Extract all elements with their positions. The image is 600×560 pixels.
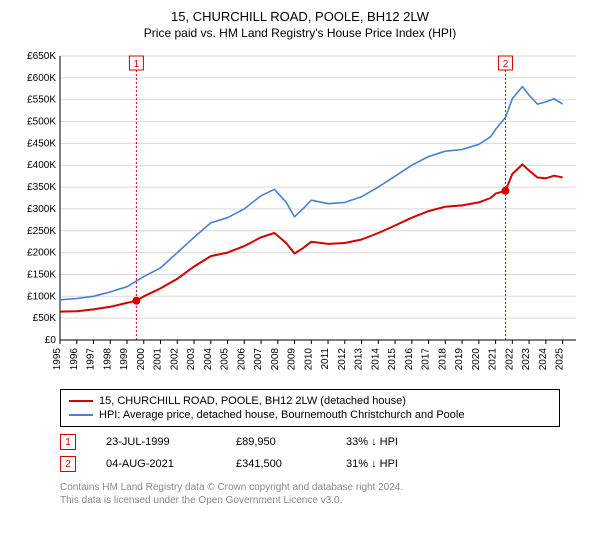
sale-price: £89,950 — [236, 436, 316, 448]
sale-marker: 2 — [60, 456, 76, 472]
chart-svg: £0 £50K £100K £150K £200K £250K £300K £350K £400… — [10, 48, 590, 378]
svg-text:£500K: £500K — [27, 117, 56, 128]
svg-text:1: 1 — [134, 59, 140, 70]
legend-label: HPI: Average price, detached house, Bour… — [99, 409, 464, 421]
svg-text:2014: 2014 — [370, 348, 381, 371]
svg-text:£650K: £650K — [27, 51, 56, 62]
svg-text:£450K: £450K — [27, 139, 56, 150]
svg-text:£600K: £600K — [27, 73, 56, 84]
chart: £0 £50K £100K £150K £200K £250K £300K £350K £400… — [10, 48, 590, 383]
legend-item: HPI: Average price, detached house, Bour… — [69, 408, 551, 422]
legend-swatch — [69, 414, 93, 416]
svg-text:1995: 1995 — [52, 348, 63, 371]
svg-text:2000: 2000 — [136, 348, 147, 371]
svg-text:£300K: £300K — [27, 204, 56, 215]
svg-text:2001: 2001 — [153, 348, 164, 371]
svg-text:1999: 1999 — [119, 348, 130, 371]
svg-text:£0: £0 — [45, 335, 57, 346]
svg-text:2002: 2002 — [169, 348, 180, 371]
svg-text:2005: 2005 — [220, 348, 231, 371]
sale-date: 04-AUG-2021 — [106, 458, 206, 470]
page-subtitle: Price paid vs. HM Land Registry's House … — [10, 26, 590, 40]
footer: Contains HM Land Registry data © Crown c… — [60, 481, 590, 507]
svg-text:2010: 2010 — [303, 348, 314, 371]
sale-delta: 31% ↓ HPI — [346, 458, 398, 470]
svg-text:2018: 2018 — [437, 348, 448, 371]
svg-text:£150K: £150K — [27, 270, 56, 281]
svg-text:2015: 2015 — [387, 348, 398, 371]
svg-text:£400K: £400K — [27, 160, 56, 171]
svg-text:2006: 2006 — [236, 348, 247, 371]
legend-item: 15, CHURCHILL ROAD, POOLE, BH12 2LW (det… — [69, 394, 551, 408]
svg-text:2021: 2021 — [488, 348, 499, 371]
svg-text:2007: 2007 — [253, 348, 264, 371]
svg-text:1996: 1996 — [69, 348, 80, 371]
sale-date: 23-JUL-1999 — [106, 436, 206, 448]
svg-text:2022: 2022 — [504, 348, 515, 371]
svg-text:2020: 2020 — [471, 348, 482, 371]
svg-text:2013: 2013 — [354, 348, 365, 371]
svg-text:2023: 2023 — [521, 348, 532, 371]
svg-text:2: 2 — [503, 59, 509, 70]
svg-text:2019: 2019 — [454, 348, 465, 371]
svg-text:2008: 2008 — [270, 348, 281, 371]
svg-text:£50K: £50K — [33, 313, 57, 324]
sales-table: 1 23-JUL-1999 £89,950 33% ↓ HPI 2 04-AUG-2021… — [60, 431, 590, 475]
svg-text:2009: 2009 — [287, 348, 298, 371]
footer-line: Contains HM Land Registry data © Crown c… — [60, 481, 590, 494]
svg-text:2024: 2024 — [538, 348, 549, 371]
svg-text:1997: 1997 — [86, 348, 97, 371]
svg-text:2004: 2004 — [203, 348, 214, 371]
svg-text:1998: 1998 — [102, 348, 113, 371]
svg-text:2003: 2003 — [186, 348, 197, 371]
legend-swatch — [69, 400, 93, 402]
svg-text:£250K: £250K — [27, 226, 56, 237]
svg-text:2016: 2016 — [404, 348, 415, 371]
legend: 15, CHURCHILL ROAD, POOLE, BH12 2LW (det… — [60, 389, 560, 427]
page-title: 15, CHURCHILL ROAD, POOLE, BH12 2LW — [10, 8, 590, 26]
svg-text:£100K: £100K — [27, 291, 56, 302]
sale-marker: 1 — [60, 434, 76, 450]
sale-delta: 33% ↓ HPI — [346, 436, 398, 448]
svg-text:£350K: £350K — [27, 182, 56, 193]
sale-row: 1 23-JUL-1999 £89,950 33% ↓ HPI — [60, 431, 590, 453]
svg-text:£550K: £550K — [27, 95, 56, 106]
legend-label: 15, CHURCHILL ROAD, POOLE, BH12 2LW (det… — [99, 395, 406, 407]
sale-row: 2 04-AUG-2021 £341,500 31% ↓ HPI — [60, 453, 590, 475]
svg-text:£200K: £200K — [27, 248, 56, 259]
svg-text:2025: 2025 — [555, 348, 566, 371]
sale-price: £341,500 — [236, 458, 316, 470]
svg-text:2017: 2017 — [421, 348, 432, 371]
svg-text:2012: 2012 — [337, 348, 348, 371]
svg-text:2011: 2011 — [320, 348, 331, 370]
footer-line: This data is licensed under the Open Gov… — [60, 494, 590, 507]
